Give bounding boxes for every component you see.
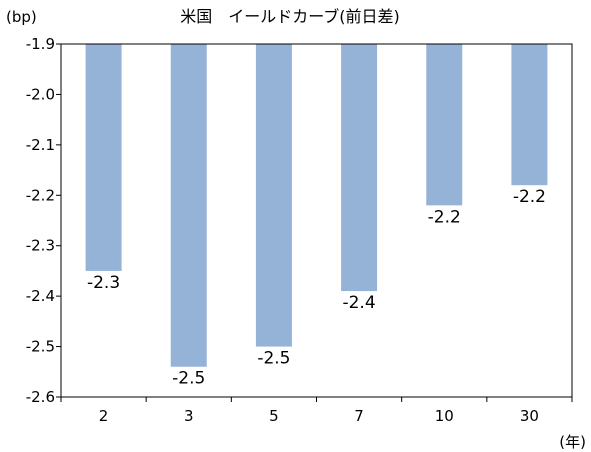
x-tick-label: 5 <box>269 407 279 425</box>
y-tick-label: -1.9 <box>26 35 55 53</box>
data-label: -2.5 <box>172 369 205 389</box>
data-label: -2.5 <box>257 349 290 369</box>
x-tick-label: 3 <box>184 407 194 425</box>
y-tick-label: -2.4 <box>26 287 55 305</box>
bar-3 <box>170 44 207 367</box>
x-tick-label: 7 <box>354 407 364 425</box>
x-tick-label: 2 <box>99 407 109 425</box>
plot-frame <box>60 43 573 398</box>
y-tick-label: -2.0 <box>26 85 55 103</box>
bar-7 <box>341 44 378 292</box>
x-tick-label: 30 <box>520 407 539 425</box>
data-label: -2.2 <box>428 207 461 227</box>
bar-30 <box>511 44 548 186</box>
y-tick-label: -2.1 <box>26 136 55 154</box>
plot-area: -1.9 -2.0 -2.1 -2.2 -2.3 -2.4 -2.5 -2.6 2 3 5 7 10 30… <box>26 35 573 425</box>
bar-5 <box>255 44 292 347</box>
y-tick-label: -2.2 <box>26 186 55 204</box>
y-axis-unit: (bp) <box>6 8 37 26</box>
data-label: -2.2 <box>513 187 546 207</box>
data-label: -2.3 <box>87 273 120 293</box>
x-axis-unit: (年) <box>559 433 586 451</box>
chart-title: 米国 イールドカーブ(前日差) <box>180 7 400 26</box>
bar-2 <box>85 44 122 271</box>
y-tick-label: -2.3 <box>26 237 55 255</box>
data-label: -2.4 <box>342 293 375 313</box>
y-tick-label: -2.6 <box>26 388 55 406</box>
x-tick-label: 10 <box>435 407 454 425</box>
bar-10 <box>426 44 463 206</box>
y-tick-label: -2.5 <box>26 338 55 356</box>
